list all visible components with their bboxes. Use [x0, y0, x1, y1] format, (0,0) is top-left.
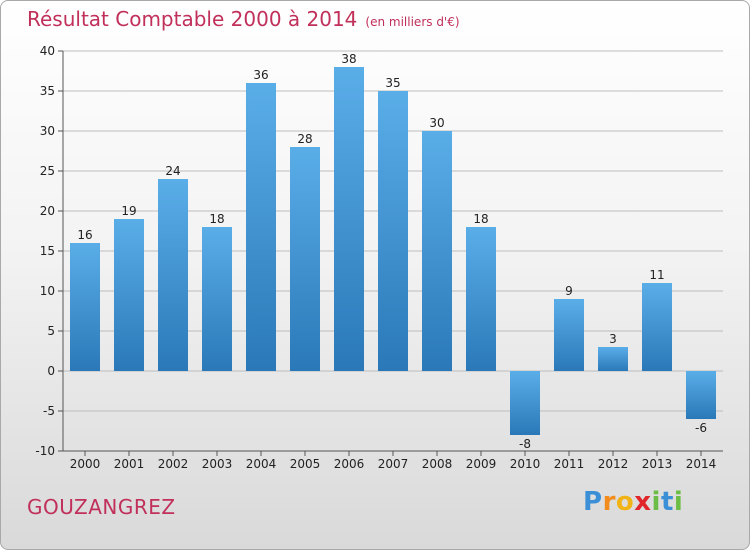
bar-2011: [554, 299, 584, 371]
bar-2000: [70, 243, 100, 371]
title-unit: (en milliers d'€): [365, 15, 460, 29]
x-tick-label: 2001: [114, 457, 145, 471]
bar-2012: [598, 347, 628, 371]
y-tick-label: 20: [40, 204, 55, 218]
logo-letter: i: [673, 487, 684, 517]
y-tick-label: -10: [35, 444, 55, 458]
x-tick-label: 2009: [466, 457, 497, 471]
bar-2001: [114, 219, 144, 371]
value-label: 19: [121, 204, 136, 218]
bar-2002: [158, 179, 188, 371]
bar-2013: [642, 283, 672, 371]
y-tick-label: 5: [47, 324, 55, 338]
logo-letter: i: [651, 487, 661, 517]
value-label: 9: [565, 284, 573, 298]
value-label: 18: [473, 212, 488, 226]
bar-2010: [510, 371, 540, 435]
x-tick-label: 2012: [598, 457, 629, 471]
value-label: 16: [77, 228, 92, 242]
value-label: 11: [649, 268, 664, 282]
bar-2007: [378, 91, 408, 371]
proxiti-logo: Proxiti: [583, 487, 683, 517]
y-tick-label: 15: [40, 244, 55, 258]
x-tick-label: 2008: [422, 457, 453, 471]
x-tick-label: 2000: [70, 457, 101, 471]
bar-2003: [202, 227, 232, 371]
x-tick-label: 2010: [510, 457, 541, 471]
value-label: 3: [609, 332, 617, 346]
x-tick-label: 2005: [290, 457, 321, 471]
value-label: 38: [341, 52, 356, 66]
y-tick-label: 0: [47, 364, 55, 378]
value-label: -8: [519, 437, 531, 451]
commune-name: GOUZANGREZ: [27, 495, 176, 519]
y-tick-label: 25: [40, 164, 55, 178]
x-tick-label: 2002: [158, 457, 189, 471]
axes: -10 -5 0 5 10 15 20 25 30 35 40 2000 2001 2002 2003 200…: [35, 44, 723, 471]
x-tick-label: 2004: [246, 457, 277, 471]
value-label: 24: [165, 164, 180, 178]
title-text: Résultat Comptable 2000 à 2014: [27, 7, 358, 31]
logo-letter: o: [615, 487, 635, 517]
value-label: 35: [385, 76, 400, 90]
x-tick-label: 2014: [686, 457, 717, 471]
y-tick-label: 30: [40, 124, 55, 138]
y-tick-label: 10: [40, 284, 55, 298]
bar-2005: [290, 147, 320, 371]
logo-letter: t: [660, 487, 674, 517]
logo-letter: x: [634, 487, 652, 517]
bar-2009: [466, 227, 496, 371]
labels: 16 19 24 18 36 28 38 35 30 18 -8 9 3 11 -6: [77, 52, 707, 451]
bars: [70, 67, 716, 435]
y-tick-label: 35: [40, 84, 55, 98]
x-tick-label: 2013: [642, 457, 673, 471]
x-tick-label: 2003: [202, 457, 233, 471]
value-label: 18: [209, 212, 224, 226]
value-label: 30: [429, 116, 444, 130]
value-label: 28: [297, 132, 312, 146]
x-tick-label: 2006: [334, 457, 365, 471]
y-tick-label: 40: [40, 44, 55, 58]
value-label: -6: [695, 421, 707, 435]
x-tick-label: 2007: [378, 457, 409, 471]
bar-2004: [246, 83, 276, 371]
bar-2006: [334, 67, 364, 371]
y-tick-label: -5: [43, 404, 55, 418]
logo-letter: P: [583, 487, 603, 517]
bar-2014: [686, 371, 716, 419]
value-label: 36: [253, 68, 268, 82]
bar-2008: [422, 131, 452, 371]
chart-title: Résultat Comptable 2000 à 2014 (en millie…: [27, 7, 460, 31]
x-tick-label: 2011: [554, 457, 585, 471]
logo-letter: r: [602, 487, 616, 517]
